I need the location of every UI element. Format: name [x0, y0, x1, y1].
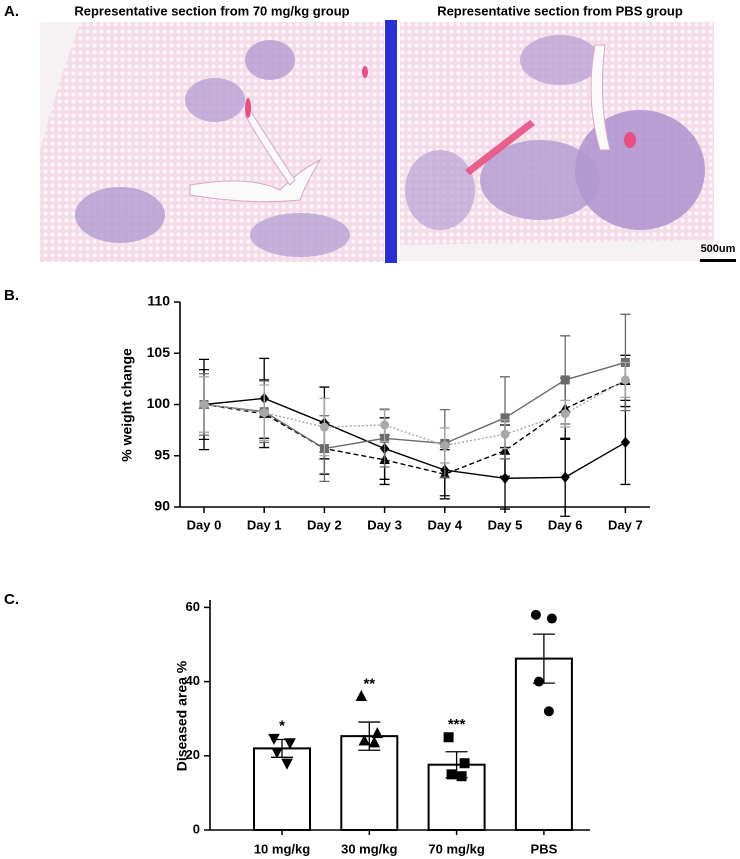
y-tick-label: 20 [186, 747, 200, 762]
marker [620, 375, 630, 385]
marker [380, 420, 390, 430]
x-tick-label: 10 mg/kg [254, 841, 310, 856]
y-tick-label: 105 [147, 344, 171, 360]
image-title: Representative section from PBS group [437, 3, 683, 18]
bar [514, 657, 573, 832]
y-tick-label: 40 [186, 673, 200, 688]
divider [385, 20, 397, 263]
y-tick-label: 100 [147, 395, 171, 411]
axis-line [179, 302, 650, 508]
y-tick-label: 95 [154, 446, 170, 462]
marker [446, 769, 457, 780]
y-tick-label: 60 [186, 599, 200, 614]
x-tick-label: PBS [531, 841, 558, 856]
marker [533, 676, 544, 687]
marker [560, 409, 570, 419]
marker [543, 706, 554, 717]
marker [546, 613, 557, 624]
x-tick-label: 30 mg/kg [341, 841, 397, 856]
x-tick-label: Day 5 [488, 517, 523, 532]
marker [560, 375, 570, 385]
scale-bar-label: 500um [701, 243, 736, 255]
image-title: Representative section from 70 mg/kg gro… [74, 3, 349, 18]
y-tick-label: 110 [147, 293, 170, 309]
series-line [203, 380, 626, 475]
marker [199, 400, 209, 409]
histology-left [40, 22, 384, 262]
marker [371, 727, 384, 739]
significance-label: * [279, 717, 285, 734]
y-tick-label: 0 [193, 821, 200, 836]
marker [281, 758, 293, 770]
histology-right [400, 22, 714, 262]
marker [459, 758, 470, 769]
panel-label: A. [4, 3, 19, 20]
x-tick-label: Day 6 [548, 517, 583, 532]
scale-bar [700, 259, 736, 262]
marker [620, 436, 631, 449]
marker [271, 747, 283, 759]
marker [443, 732, 454, 743]
x-tick-label: Day 1 [247, 517, 282, 532]
significance-label: *** [448, 716, 466, 733]
marker [368, 736, 381, 748]
panel-label: C. [4, 591, 19, 608]
significance-label: ** [363, 675, 375, 692]
x-tick-label: Day 4 [427, 517, 462, 532]
series-line [203, 397, 626, 480]
x-tick-label: 70 mg/kg [428, 841, 484, 856]
y-axis-title: % weight change [119, 348, 135, 462]
marker [319, 422, 329, 432]
marker [284, 738, 296, 750]
x-tick-label: Day 0 [187, 517, 222, 532]
x-tick-label: Day 7 [608, 517, 643, 532]
x-tick-label: Day 2 [307, 517, 342, 532]
series-line [203, 361, 626, 450]
panel-label: B. [4, 287, 19, 304]
marker [440, 441, 450, 450]
x-tick-label: Day 3 [367, 517, 402, 532]
marker [268, 733, 280, 745]
y-tick-label: 90 [154, 498, 170, 514]
y-axis-title: Diseased area % [174, 660, 190, 771]
marker [358, 734, 371, 746]
marker [530, 609, 541, 620]
bar [253, 747, 311, 831]
series-line [203, 379, 626, 447]
marker [500, 429, 510, 439]
marker [355, 689, 368, 702]
marker [259, 408, 269, 418]
marker [560, 471, 570, 483]
marker [456, 771, 467, 782]
